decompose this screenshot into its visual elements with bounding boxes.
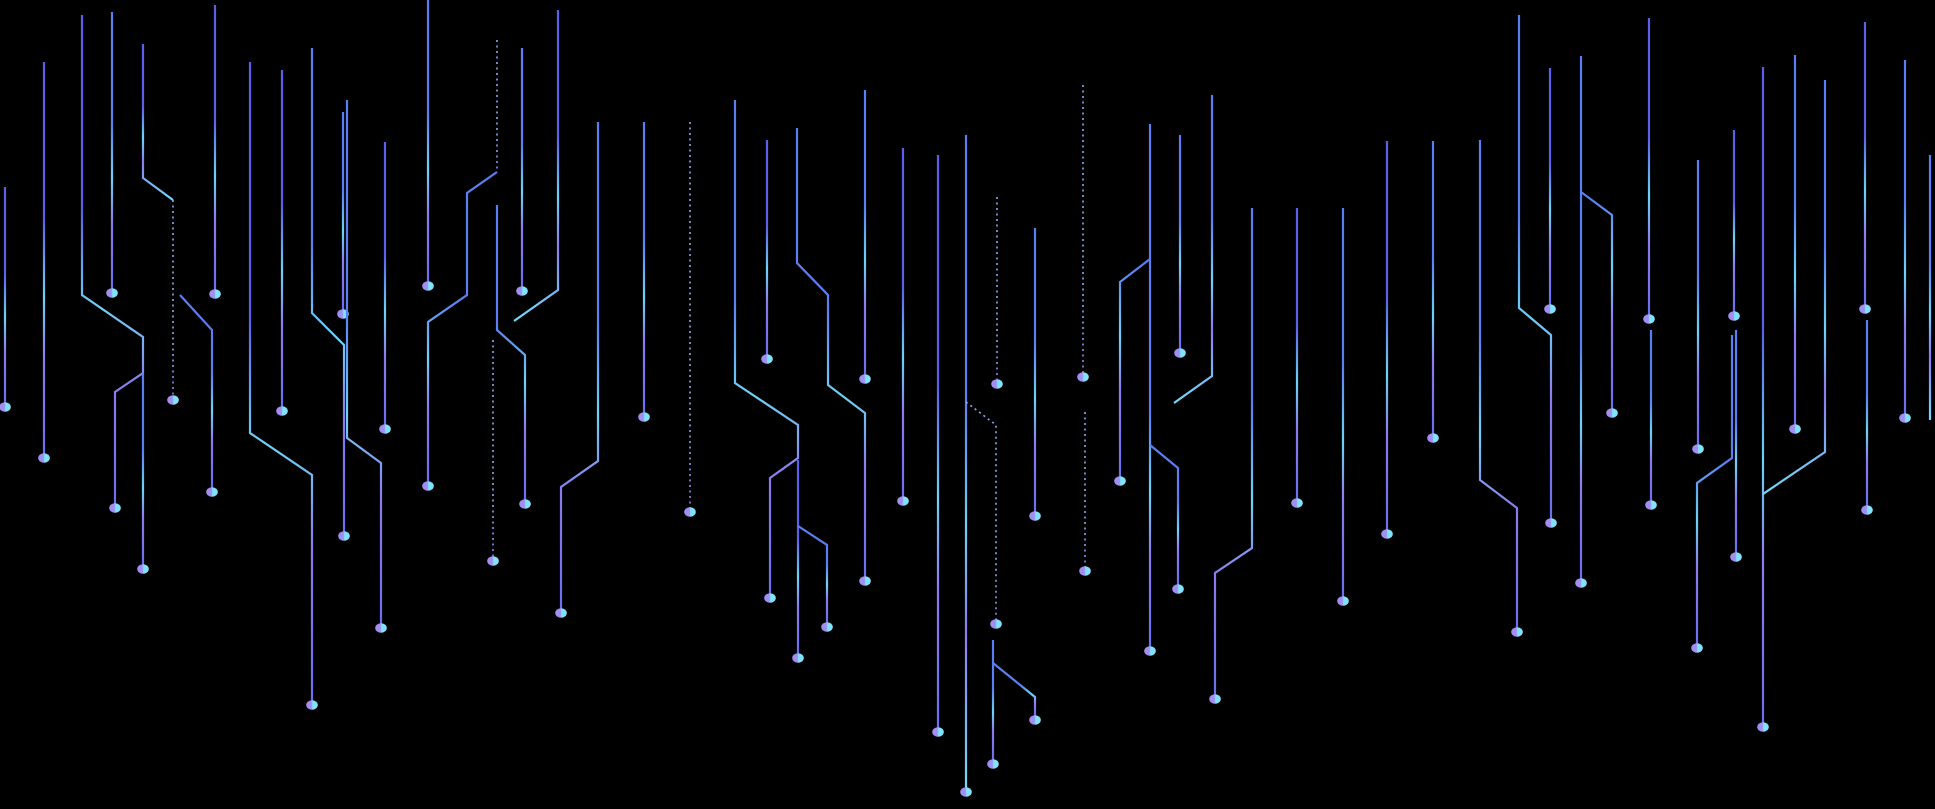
circuit-node-dot: [306, 700, 318, 710]
circuit-node-dot: [1691, 643, 1703, 653]
circuit-node-dot: [209, 289, 221, 299]
circuit-node-dot: [897, 496, 909, 506]
circuit-line: [797, 525, 829, 623]
circuit-node-dot: [276, 406, 288, 416]
circuit-node-dot: [1545, 518, 1557, 528]
circuit-node-dot: [422, 481, 434, 491]
circuit-node-dot: [555, 608, 567, 618]
circuit-node-dot: [1381, 529, 1393, 539]
circuit-line: [495, 205, 527, 500]
circuit-line: [513, 10, 560, 322]
circuit-node-dot: [338, 531, 350, 541]
circuit-node-dot: [859, 374, 871, 384]
circuit-node-dot: [1728, 311, 1740, 321]
circuit-line: [1517, 15, 1553, 519]
circuit-line: [310, 48, 346, 532]
circuit-line: [1478, 140, 1519, 628]
circuit-node-dot: [1645, 500, 1657, 510]
circuit-node-dot: [1861, 505, 1873, 515]
circuit-node-dot: [519, 499, 531, 509]
circuit-node-dot: [379, 424, 391, 434]
circuit-node-dot: [167, 395, 179, 405]
circuit-node-dot: [1730, 552, 1742, 562]
circuit-node-dot: [109, 503, 121, 513]
circuit-line: [1118, 124, 1152, 477]
circuit-line: [1213, 208, 1254, 695]
circuit-line: [179, 294, 214, 488]
circuit-node-dot: [991, 379, 1003, 389]
circuit-node-dot: [1174, 348, 1186, 358]
circuit-node-dot: [1079, 566, 1091, 576]
circuit-node-dot: [764, 593, 776, 603]
circuit-node-dot: [516, 286, 528, 296]
circuit-node-dot: [0, 402, 11, 412]
circuit-node-dot: [859, 576, 871, 586]
circuit-node-dot: [960, 787, 972, 797]
circuit-node-dot: [106, 288, 118, 298]
circuit-line: [1149, 444, 1180, 585]
circuit-node-dot: [1427, 433, 1439, 443]
circuit-node-dot: [137, 564, 149, 574]
circuit-node-dot: [422, 281, 434, 291]
circuit-node-dot: [1899, 413, 1911, 423]
circuit-node-dot: [1172, 584, 1184, 594]
circuit-line: [559, 122, 600, 609]
circuit-node-dot: [1144, 646, 1156, 656]
circuit-node-dot: [684, 507, 696, 517]
circuit-node-dot: [1544, 304, 1556, 314]
circuit-node-dot: [1029, 511, 1041, 521]
circuit-node-dot: [1575, 578, 1587, 588]
circuit-node-dot: [1029, 715, 1041, 725]
circuit-node-dot: [38, 453, 50, 463]
circuit-node-dot: [206, 487, 218, 497]
circuit-node-dot: [1606, 408, 1618, 418]
circuit-line: [1695, 335, 1734, 644]
circuit-line: [1579, 56, 1614, 409]
circuit-node-dot: [638, 412, 650, 422]
circuit-line-dotted: [965, 401, 997, 620]
circuit-node-dot: [821, 622, 833, 632]
circuit-line: [1762, 80, 1827, 495]
circuit-line: [795, 128, 867, 577]
circuit-node-dot: [987, 759, 999, 769]
circuit-node-dot: [761, 354, 773, 364]
circuit-node-dot: [1757, 722, 1769, 732]
circuit-node-dot: [1859, 304, 1871, 314]
circuit-node-dot: [1789, 424, 1801, 434]
circuit-line: [1173, 95, 1214, 404]
circuit-node-dot: [1692, 444, 1704, 454]
circuit-node-dot: [1643, 314, 1655, 324]
circuit-node-dot: [1077, 372, 1089, 382]
circuit-line: [345, 100, 383, 624]
circuit-line: [733, 100, 800, 594]
circuit-node-dot: [1337, 596, 1349, 606]
circuit-node-dot: [487, 556, 499, 566]
circuit-line: [992, 662, 1037, 716]
circuit-line: [80, 15, 145, 504]
circuit-node-dot: [1114, 476, 1126, 486]
circuit-node-dot: [375, 623, 387, 633]
circuit-line: [141, 44, 174, 201]
circuit-node-dot: [932, 727, 944, 737]
circuit-node-dot: [1209, 694, 1221, 704]
circuit-node-dot: [1291, 498, 1303, 508]
circuit-line: [426, 171, 498, 482]
circuit-node-dot: [990, 619, 1002, 629]
circuit-line: [248, 62, 314, 701]
circuit-node-dot: [792, 653, 804, 663]
circuit-node-dot: [1511, 627, 1523, 637]
